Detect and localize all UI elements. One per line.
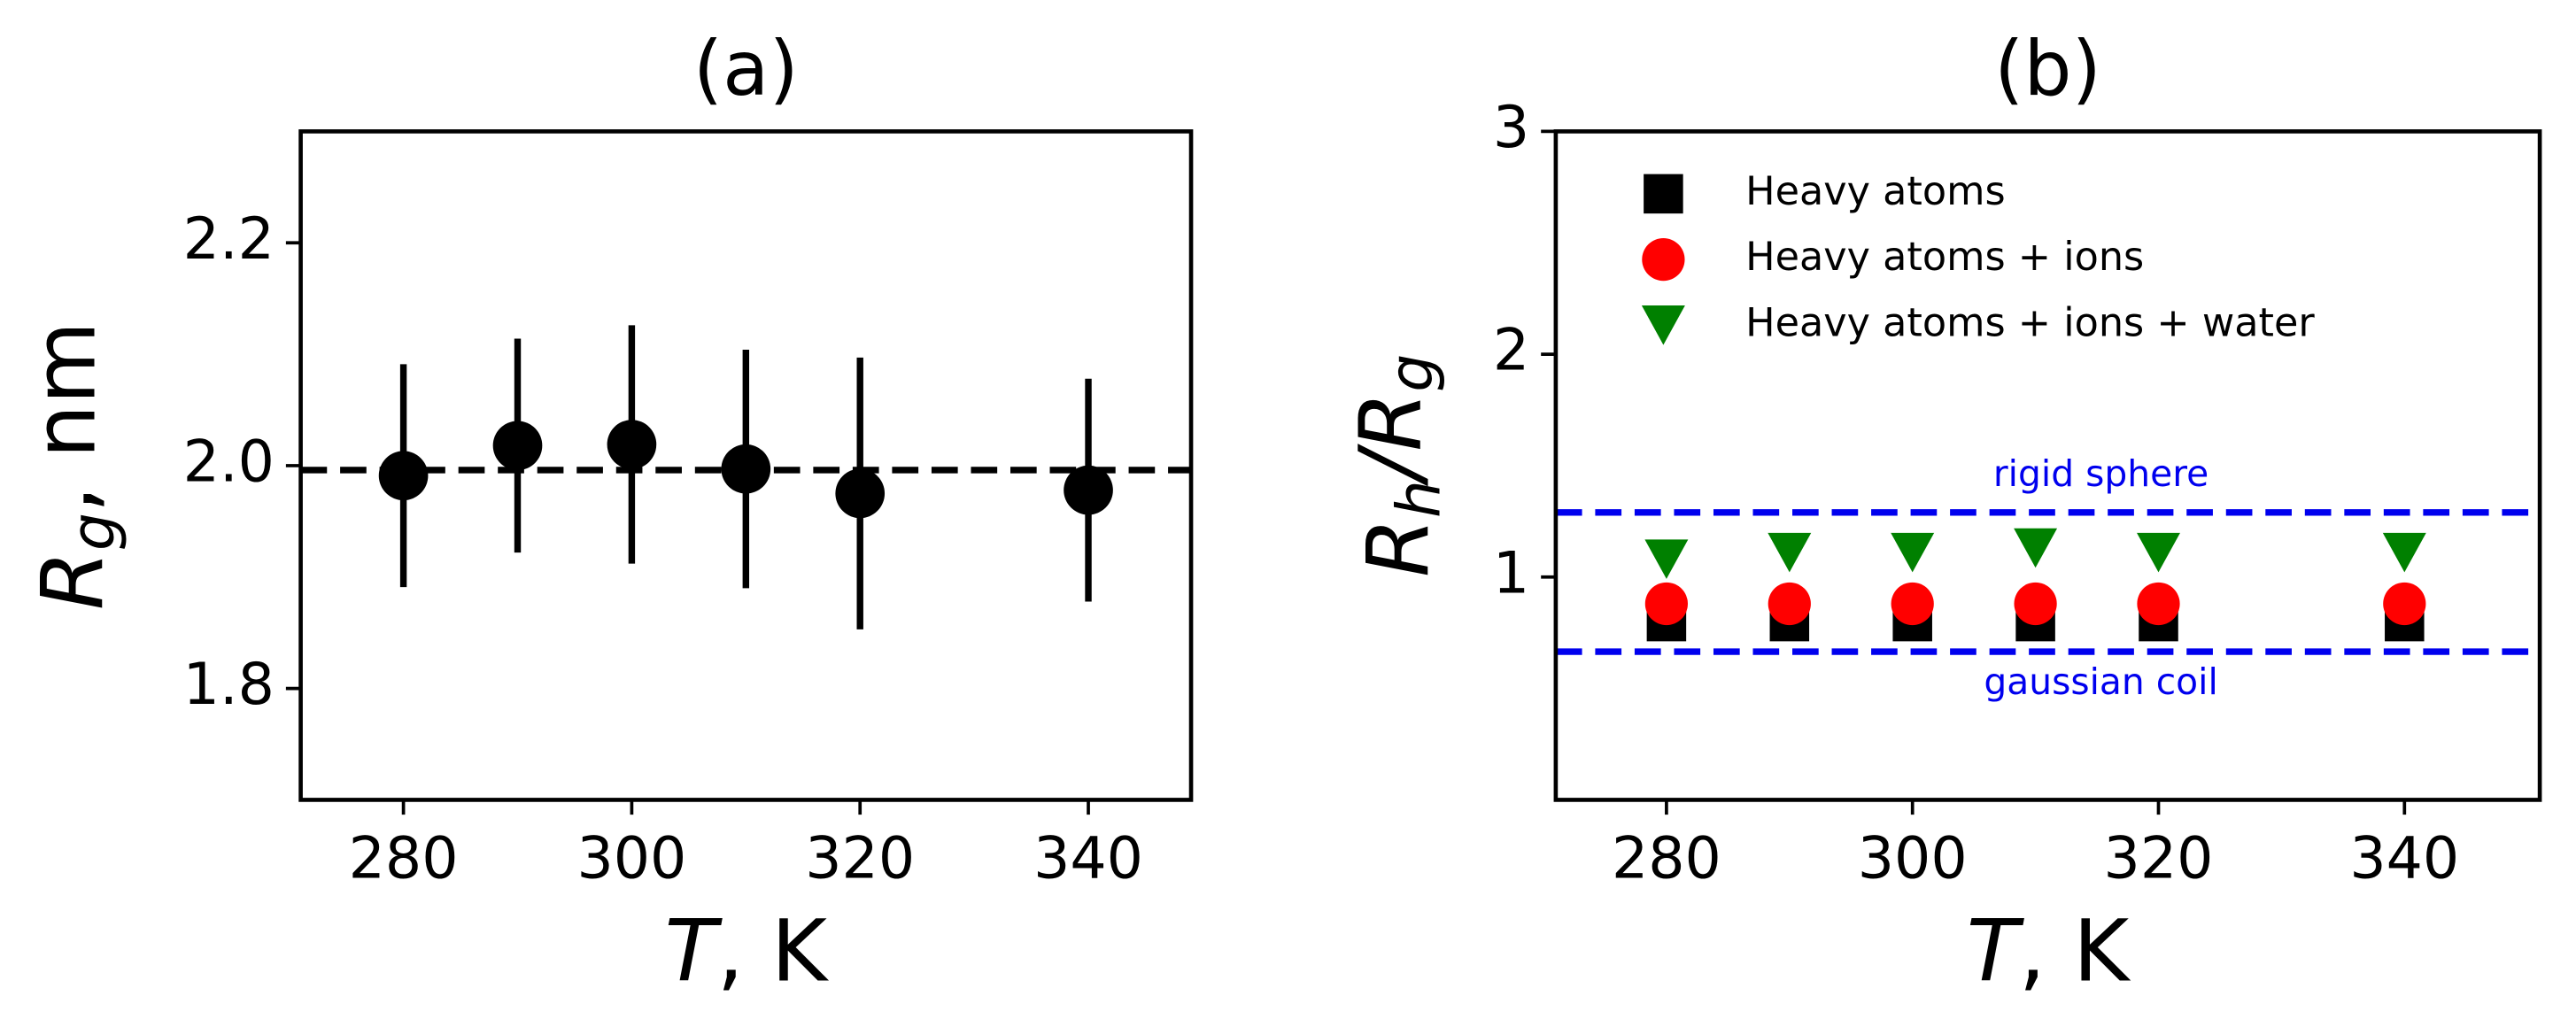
marker-circle — [721, 444, 771, 494]
y-tick-label: 3 — [1493, 95, 1529, 161]
marker-circle — [2014, 582, 2057, 626]
marker-circle — [2137, 582, 2180, 626]
x-tick-label: 320 — [2104, 826, 2214, 892]
chart-title: (a) — [693, 26, 799, 113]
marker-triangle — [1641, 305, 1685, 345]
y-tick-label: 1.8 — [183, 652, 275, 718]
y-axis-label-part: g — [1375, 354, 1445, 392]
marker-triangle — [1891, 532, 1935, 573]
marker-square — [1644, 174, 1683, 214]
x-axis-label-part: , K — [2019, 901, 2131, 1001]
x-axis-label: T, K — [1967, 901, 2131, 1001]
marker-triangle — [1768, 532, 1812, 573]
y-axis-label-part: , nm — [15, 321, 115, 513]
chart-title: (b) — [1994, 26, 2101, 113]
marker-circle — [2383, 582, 2426, 626]
x-tick-label: 340 — [1033, 826, 1143, 892]
marker-circle — [1642, 237, 1685, 282]
y-axis-label: Rh/Rg — [1341, 354, 1453, 577]
plot-frame — [1553, 129, 2542, 802]
y-axis-label-part: h — [1383, 480, 1453, 518]
x-tick-label: 340 — [2349, 826, 2459, 892]
y-axis-label: Rg, nm — [15, 321, 128, 610]
marker-circle — [1768, 582, 1811, 626]
legend-label: Heavy atoms + ions + water — [1745, 300, 2315, 345]
marker-triangle — [2382, 532, 2426, 573]
x-tick-label: 280 — [349, 826, 459, 892]
y-tick-label: 2.2 — [183, 206, 275, 273]
y-axis-label-part: R — [22, 551, 122, 610]
legend-label: Heavy atoms — [1745, 169, 2006, 214]
x-axis-label: T, K — [665, 901, 830, 1001]
marker-circle — [1644, 582, 1689, 626]
x-tick-label: 280 — [1612, 826, 1721, 892]
marker-triangle — [1644, 539, 1689, 579]
marker-circle — [1064, 465, 1113, 515]
x-axis-label-part: T — [1967, 901, 2025, 1001]
x-axis-label-part: , K — [716, 901, 829, 1001]
y-tick-label: 2 — [1493, 318, 1529, 384]
x-tick-label: 320 — [805, 826, 915, 892]
reference-label: gaussian coil — [1984, 660, 2217, 703]
marker-triangle — [2137, 532, 2180, 573]
x-tick-label: 300 — [1858, 826, 1968, 892]
y-axis-label-part: g — [58, 513, 128, 551]
x-axis-label-part: T — [665, 901, 723, 1001]
y-tick-label: 1 — [1493, 540, 1529, 606]
marker-circle — [492, 421, 543, 471]
marker-circle — [378, 451, 429, 501]
marker-triangle — [2014, 528, 2058, 568]
y-axis-label-part: R — [1349, 518, 1449, 577]
marker-circle — [1891, 582, 1934, 626]
reference-label: rigid sphere — [1993, 452, 2209, 495]
marker-circle — [607, 420, 657, 469]
y-axis-label-part: R — [1341, 392, 1441, 452]
legend-label: Heavy atoms + ions — [1745, 235, 2144, 280]
plot-frame — [298, 129, 1194, 802]
marker-circle — [835, 468, 886, 519]
y-tick-label: 2.0 — [183, 429, 275, 496]
x-tick-label: 300 — [576, 826, 686, 892]
